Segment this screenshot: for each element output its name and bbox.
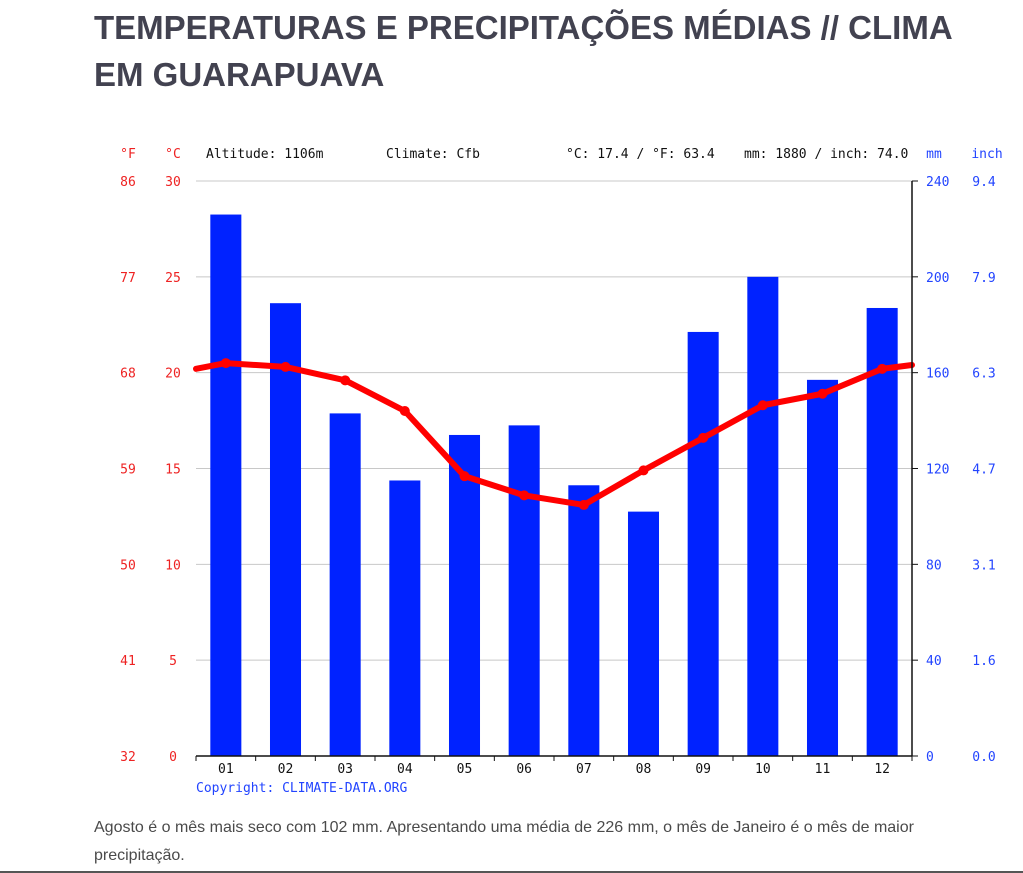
bottom-divider: [0, 871, 1023, 873]
temperature-point-11: [817, 388, 828, 399]
month-label-09: 09: [695, 762, 711, 777]
page-title: TEMPERATURAS E PRECIPITAÇÕES MÉDIAS // C…: [94, 9, 952, 93]
precipitation-total-label: mm: 1880 / inch: 74.0: [744, 147, 908, 162]
climate-chart: 32 0 41 5 50 10 59 15 68 20 77 25 86 30 0 0.0 40 1.6 80 3.1…: [120, 147, 1002, 796]
month-label-05: 05: [457, 762, 473, 777]
inch-tick-label: 9.4: [972, 175, 996, 190]
month-label-03: 03: [337, 762, 353, 777]
precipitation-bar-06: [508, 425, 540, 756]
precipitation-bar-08: [627, 511, 660, 756]
mm-tick-label: 120: [926, 463, 949, 478]
precipitation-bar-10: [747, 276, 779, 756]
month-label-11: 11: [815, 762, 831, 777]
fahrenheit-tick-label: 86: [120, 175, 136, 190]
inch-tick-label: 6.3: [972, 367, 995, 382]
temperature-point-07: [578, 499, 589, 510]
celsius-tick-label: 15: [165, 463, 181, 478]
celsius-tick-label: 0: [169, 750, 177, 765]
celsius-tick-label: 20: [165, 367, 181, 382]
month-label-08: 08: [636, 762, 652, 777]
temperature-point-02: [280, 361, 291, 372]
temperature-point-12: [877, 363, 888, 374]
temperature-line-path: [193, 360, 915, 508]
precipitation-bar-05: [448, 434, 481, 756]
inch-tick-label: 7.9: [972, 271, 995, 286]
month-label-06: 06: [516, 762, 532, 777]
fahrenheit-tick-label: 41: [120, 654, 136, 669]
precipitation-bar-01: [210, 214, 242, 756]
precipitation-bar-02: [269, 303, 302, 756]
chart-caption: Agosto é o mês mais seco com 102 mm. Apr…: [94, 819, 914, 864]
fahrenheit-unit-label: °F: [120, 147, 136, 162]
climate-label: Climate: Cfb: [386, 147, 480, 162]
precipitation-bar-11: [806, 379, 839, 756]
month-label-04: 04: [397, 762, 413, 777]
precipitation-bar-09: [687, 331, 719, 756]
month-label-07: 07: [576, 762, 592, 777]
precipitation-bars: [210, 214, 898, 756]
precipitation-bar-04: [389, 480, 421, 756]
celsius-tick-label: 5: [169, 654, 177, 669]
inch-unit-label: inch: [971, 147, 1002, 162]
mm-tick-label: 0: [926, 750, 934, 765]
temperature-point-01: [220, 358, 231, 369]
month-label-01: 01: [218, 762, 234, 777]
mm-tick-label: 40: [926, 654, 942, 669]
mm-tick-label: 200: [926, 271, 949, 286]
precipitation-bar-03: [329, 413, 361, 756]
fahrenheit-tick-label: 68: [120, 367, 136, 382]
celsius-tick-label: 10: [165, 558, 181, 573]
grid-lines: [196, 180, 912, 661]
temperature-point-06: [519, 490, 530, 501]
month-label-02: 02: [278, 762, 294, 777]
month-label-10: 10: [755, 762, 771, 777]
inch-tick-label: 0.0: [972, 750, 995, 765]
axis-labels: 32 0 41 5 50 10 59 15 68 20 77 25 86 30 0 0.0 40 1.6 80 3.1…: [120, 175, 996, 777]
inch-tick-label: 1.6: [972, 654, 995, 669]
temperature-point-04: [399, 406, 410, 416]
copyright-label[interactable]: Copyright: CLIMATE-DATA.ORG: [196, 781, 407, 796]
fahrenheit-tick-label: 59: [120, 463, 136, 478]
temperature-line: [193, 358, 915, 510]
month-label-12: 12: [874, 762, 890, 777]
altitude-label: Altitude: 1106m: [206, 147, 324, 162]
inch-tick-label: 3.1: [972, 558, 995, 573]
precipitation-bar-07: [568, 485, 600, 756]
celsius-unit-label: °C: [165, 147, 181, 162]
mm-unit-label: mm: [926, 147, 942, 162]
temperature-point-08: [638, 465, 649, 476]
axes: [195, 180, 918, 761]
mm-tick-label: 160: [926, 367, 949, 382]
temperature-point-03: [340, 375, 351, 386]
temperature-point-09: [698, 432, 709, 443]
celsius-tick-label: 30: [165, 175, 181, 190]
inch-tick-label: 4.7: [972, 463, 995, 478]
precipitation-bar-12: [866, 307, 898, 756]
temperature-average-label: °C: 17.4 / °F: 63.4: [566, 147, 715, 162]
mm-tick-label: 240: [926, 175, 949, 190]
fahrenheit-tick-label: 77: [120, 271, 136, 286]
fahrenheit-tick-label: 50: [120, 558, 136, 573]
temperature-point-10: [757, 400, 768, 411]
fahrenheit-tick-label: 32: [120, 750, 136, 765]
temperature-point-05: [459, 471, 470, 482]
mm-tick-label: 80: [926, 558, 942, 573]
celsius-tick-label: 25: [165, 271, 181, 286]
